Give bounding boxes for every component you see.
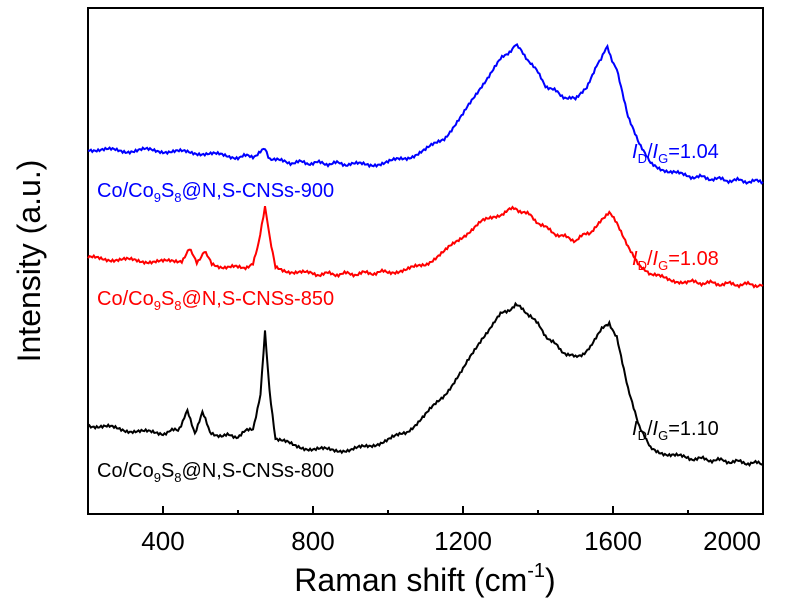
ratio-g-sub: G [658,151,668,166]
ratio-label-800: ID/IG=1.10 [632,418,719,443]
series-label-800-part-b: S [161,460,174,482]
ratio-g-sub: G [658,258,668,273]
ratio-d-sub: D [638,151,647,166]
ratio-slash: / [647,141,653,163]
ratio-i-d: I [632,141,638,163]
series-label-900-part-b: S [161,180,174,202]
ratio-d-sub: D [638,428,647,443]
x-axis-title: Raman shift (cm-1) [294,560,555,598]
series-line-900 [87,42,764,185]
series-label-900-sub-a: 9 [154,190,161,205]
x-tick-label: 800 [291,526,334,556]
ratio-label-900: ID/IG=1.04 [632,141,719,166]
plot-frame [87,7,764,515]
x-axis: 400 800 1200 1600 2000 [87,506,764,556]
x-axis-title-sup: -1 [527,560,545,582]
series-label-800-part-c: @N,S-CNSs-800 [182,460,335,482]
ratio-value-900: =1.04 [668,141,719,163]
series-label-800-part-a: Co/Co [97,460,154,482]
series-label-850: Co/Co9S8@N,S-CNSs-850 [97,288,334,313]
ratio-i-g: I [653,418,659,440]
x-tick-label: 1600 [584,526,642,556]
x-tick-label: 2000 [703,526,761,556]
series-label-900-part-c: @N,S-CNSs-900 [182,180,335,202]
series-label-850-part-b: S [161,288,174,310]
series-label-850-part-c: @N,S-CNSs-850 [182,288,335,310]
y-axis-title: Intensity (a.u.) [11,160,47,363]
ratio-value-850: =1.08 [668,248,719,270]
series-label-900: Co/Co9S8@N,S-CNSs-900 [97,180,334,205]
series-line-850 [87,205,764,289]
x-tick-label: 400 [141,526,184,556]
series-label-800: Co/Co9S8@N,S-CNSs-800 [97,460,334,485]
ratio-value-800: =1.10 [668,418,719,440]
x-tick-label: 1200 [434,526,492,556]
series-line-800 [87,301,764,467]
series-label-900-part-a: Co/Co [97,180,154,202]
series-lines [87,42,764,467]
ratio-i-g: I [653,248,659,270]
ratio-slash: / [647,418,653,440]
x-axis-title-main: Raman shift (cm [294,562,527,598]
ratio-i-d: I [632,418,638,440]
ratio-g-sub: G [658,428,668,443]
ratio-i-g: I [653,141,659,163]
series-label-850-part-a: Co/Co [97,288,154,310]
ratio-label-850: ID/IG=1.08 [632,248,719,273]
x-axis-title-close: ) [545,562,556,598]
ratio-i-d: I [632,248,638,270]
series-label-850-sub-a: 9 [154,298,161,313]
series-label-900-sub-b: 8 [174,190,181,205]
series-label-800-sub-a: 9 [154,470,161,485]
ratio-slash: / [647,248,653,270]
series-label-850-sub-b: 8 [174,298,181,313]
series-label-800-sub-b: 8 [174,470,181,485]
ratio-d-sub: D [638,258,647,273]
